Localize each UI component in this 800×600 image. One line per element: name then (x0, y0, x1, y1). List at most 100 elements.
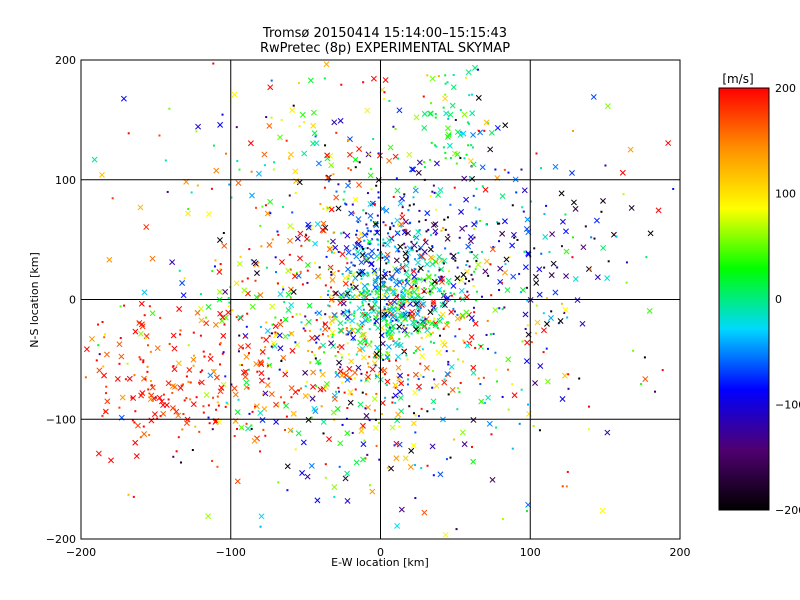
data-point-cross (486, 420, 493, 427)
data-point-cross (219, 314, 226, 321)
data-point-cross (345, 266, 351, 273)
data-point-cross (419, 353, 426, 360)
data-point-cross (471, 221, 478, 228)
data-point-cross (345, 182, 352, 189)
data-point-dot (313, 354, 316, 357)
data-point-dot (426, 290, 429, 293)
data-point-cross (114, 375, 121, 382)
data-point-cross (320, 220, 327, 227)
data-point-dot (516, 238, 519, 241)
data-point-cross (270, 340, 277, 347)
data-point-dot (456, 408, 459, 411)
data-point-dot (102, 365, 105, 368)
data-point-cross (346, 151, 353, 158)
data-point-cross (431, 278, 438, 285)
data-point-dot (466, 290, 469, 293)
data-point-dot (230, 196, 233, 199)
data-point-dot (406, 358, 409, 361)
data-point-cross (287, 237, 293, 244)
data-point-cross (307, 77, 314, 84)
data-point-dot (119, 305, 122, 308)
data-point-cross (544, 378, 551, 385)
data-point-dot (632, 349, 635, 352)
data-point-cross (499, 230, 506, 237)
data-point-dot (427, 321, 430, 324)
data-point-dot (297, 82, 300, 85)
data-point-cross (169, 259, 176, 266)
data-point-dot (221, 352, 224, 355)
data-point-dot (436, 327, 439, 330)
data-point-dot (387, 308, 390, 311)
data-point-dot (277, 404, 280, 407)
data-point-cross (284, 463, 291, 470)
data-point-dot (320, 405, 323, 408)
data-point-dot (412, 287, 415, 290)
y-axis-label: N-S location [km] (28, 252, 41, 348)
data-point-dot (447, 321, 450, 324)
data-point-dot (353, 314, 356, 317)
data-point-dot (423, 290, 426, 293)
data-point-dot (462, 339, 465, 342)
data-point-dot (464, 282, 467, 285)
data-point-dot (238, 364, 241, 367)
data-point-cross (405, 230, 411, 237)
data-point-dot (589, 268, 592, 271)
data-point-dot (189, 398, 192, 401)
data-point-cross (580, 244, 587, 251)
data-point-dot (485, 333, 488, 336)
data-point-cross (375, 324, 382, 331)
data-point-cross (323, 61, 330, 68)
data-point-cross (489, 246, 496, 253)
data-point-dot (118, 406, 121, 409)
data-point-cross (399, 195, 405, 202)
data-point-dot (291, 315, 294, 318)
data-point-dot (361, 245, 364, 248)
data-point-dot (526, 299, 529, 302)
data-point-dot (489, 333, 492, 336)
data-point-dot (239, 255, 242, 258)
data-point-dot (365, 371, 368, 374)
data-point-dot (530, 200, 533, 203)
data-point-cross (593, 217, 600, 224)
data-point-dot (484, 401, 487, 404)
data-point-dot (368, 243, 371, 246)
data-point-dot (482, 376, 485, 379)
data-point-cross (361, 283, 368, 290)
data-point-dot (457, 251, 460, 254)
data-point-dot (600, 210, 603, 213)
data-point-dot (498, 240, 501, 243)
data-point-dot (377, 285, 380, 288)
data-point-dot (373, 203, 376, 206)
data-point-dot (424, 219, 427, 222)
data-point-cross (259, 348, 266, 355)
data-point-dot (434, 233, 437, 236)
data-point-cross (458, 208, 465, 215)
data-point-dot (442, 262, 445, 265)
data-point-dot (319, 202, 322, 205)
data-point-cross (149, 310, 156, 317)
data-point-cross (402, 218, 409, 225)
data-point-dot (471, 93, 474, 96)
data-point-dot (353, 310, 356, 313)
data-point-dot (212, 62, 215, 65)
data-point-cross (88, 335, 95, 342)
data-point-cross (137, 330, 144, 337)
data-point-cross (350, 334, 357, 341)
data-point-cross (243, 379, 250, 386)
data-point-cross (419, 253, 425, 260)
data-point-dot (268, 334, 271, 337)
data-point-dot (144, 337, 147, 340)
data-point-dot (393, 245, 396, 248)
data-point-cross (408, 447, 415, 454)
data-point-cross (363, 257, 370, 264)
data-point-dot (321, 333, 324, 336)
data-point-cross (357, 324, 364, 331)
data-point-cross (563, 248, 570, 255)
data-point-cross (348, 210, 355, 217)
data-point-cross (141, 375, 147, 382)
data-point-cross (216, 288, 223, 295)
data-point-cross (299, 111, 306, 118)
data-point-dot (355, 233, 358, 236)
data-point-dot (388, 277, 391, 280)
data-point-cross (367, 201, 374, 207)
